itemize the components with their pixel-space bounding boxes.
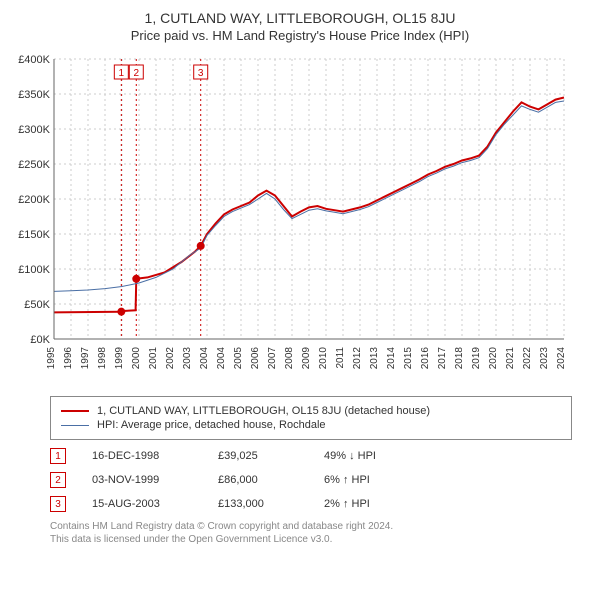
legend-label: 1, CUTLAND WAY, LITTLEBOROUGH, OL15 8JU …	[97, 405, 430, 417]
event-delta: 49% ↓ HPI	[324, 450, 424, 462]
svg-text:2008: 2008	[284, 347, 295, 370]
svg-text:£200K: £200K	[18, 194, 50, 206]
svg-text:1998: 1998	[97, 347, 108, 370]
price-chart: £0K £50K £100K £150K £200K £250K £300K £350K £40…	[10, 51, 570, 381]
svg-text:3: 3	[198, 68, 204, 79]
event-marker: 2	[50, 472, 66, 488]
legend-swatch	[61, 425, 89, 426]
svg-text:2023: 2023	[539, 347, 550, 370]
event-row: 2 03-NOV-1999 £86,000 6% ↑ HPI	[50, 472, 590, 488]
event-price: £86,000	[218, 474, 298, 486]
event-date: 16-DEC-1998	[92, 450, 192, 462]
legend-row: HPI: Average price, detached house, Roch…	[61, 419, 561, 431]
svg-text:£50K: £50K	[24, 299, 50, 311]
event-marker: 1	[50, 448, 66, 464]
event-marker: 3	[50, 496, 66, 512]
legend: 1, CUTLAND WAY, LITTLEBOROUGH, OL15 8JU …	[50, 396, 572, 440]
svg-text:2018: 2018	[454, 347, 465, 370]
attribution: Contains HM Land Registry data © Crown c…	[50, 520, 590, 546]
svg-text:£350K: £350K	[18, 89, 50, 101]
svg-text:2016: 2016	[420, 347, 431, 370]
event-delta: 2% ↑ HPI	[324, 498, 424, 510]
svg-text:2015: 2015	[403, 347, 414, 370]
attribution-line: Contains HM Land Registry data © Crown c…	[50, 520, 590, 533]
svg-text:£100K: £100K	[18, 264, 50, 276]
svg-text:2001: 2001	[148, 347, 159, 370]
event-date: 15-AUG-2003	[92, 498, 192, 510]
svg-text:2004: 2004	[199, 347, 210, 370]
svg-text:1995: 1995	[46, 347, 57, 370]
svg-text:£0K: £0K	[30, 334, 50, 346]
svg-text:£400K: £400K	[18, 54, 50, 66]
event-delta: 6% ↑ HPI	[324, 474, 424, 486]
svg-text:2000: 2000	[131, 347, 142, 370]
legend-swatch	[61, 410, 89, 412]
svg-text:2006: 2006	[250, 347, 261, 370]
svg-text:2011: 2011	[335, 347, 346, 369]
chart-area: £0K £50K £100K £150K £200K £250K £300K £350K £40…	[10, 51, 590, 386]
svg-text:2017: 2017	[437, 347, 448, 370]
svg-text:2013: 2013	[369, 347, 380, 370]
svg-text:2005: 2005	[233, 347, 244, 370]
event-price: £133,000	[218, 498, 298, 510]
event-row: 3 15-AUG-2003 £133,000 2% ↑ HPI	[50, 496, 590, 512]
svg-text:2010: 2010	[318, 347, 329, 370]
svg-text:2002: 2002	[165, 347, 176, 370]
svg-text:2021: 2021	[505, 347, 516, 370]
svg-text:2014: 2014	[386, 347, 397, 370]
svg-text:1997: 1997	[80, 347, 91, 370]
svg-text:2: 2	[133, 68, 139, 79]
chart-title: 1, CUTLAND WAY, LITTLEBOROUGH, OL15 8JU	[10, 10, 590, 26]
svg-text:1: 1	[119, 68, 125, 79]
legend-row: 1, CUTLAND WAY, LITTLEBOROUGH, OL15 8JU …	[61, 405, 561, 417]
svg-text:2004: 2004	[216, 347, 227, 370]
attribution-line: This data is licensed under the Open Gov…	[50, 533, 590, 546]
svg-text:2022: 2022	[522, 347, 533, 370]
event-date: 03-NOV-1999	[92, 474, 192, 486]
svg-text:1999: 1999	[114, 347, 125, 370]
svg-text:2009: 2009	[301, 347, 312, 370]
svg-text:2012: 2012	[352, 347, 363, 370]
svg-text:£250K: £250K	[18, 159, 50, 171]
svg-text:2019: 2019	[471, 347, 482, 370]
event-table: 1 16-DEC-1998 £39,025 49% ↓ HPI 2 03-NOV-1999…	[50, 448, 590, 512]
legend-label: HPI: Average price, detached house, Roch…	[97, 419, 326, 431]
event-price: £39,025	[218, 450, 298, 462]
svg-text:2003: 2003	[182, 347, 193, 370]
svg-text:1996: 1996	[63, 347, 74, 370]
svg-text:£150K: £150K	[18, 229, 50, 241]
svg-text:£300K: £300K	[18, 124, 50, 136]
chart-subtitle: Price paid vs. HM Land Registry's House …	[10, 28, 590, 43]
svg-text:2020: 2020	[488, 347, 499, 370]
svg-text:2024: 2024	[556, 347, 567, 370]
svg-text:2007: 2007	[267, 347, 278, 370]
event-row: 1 16-DEC-1998 £39,025 49% ↓ HPI	[50, 448, 590, 464]
